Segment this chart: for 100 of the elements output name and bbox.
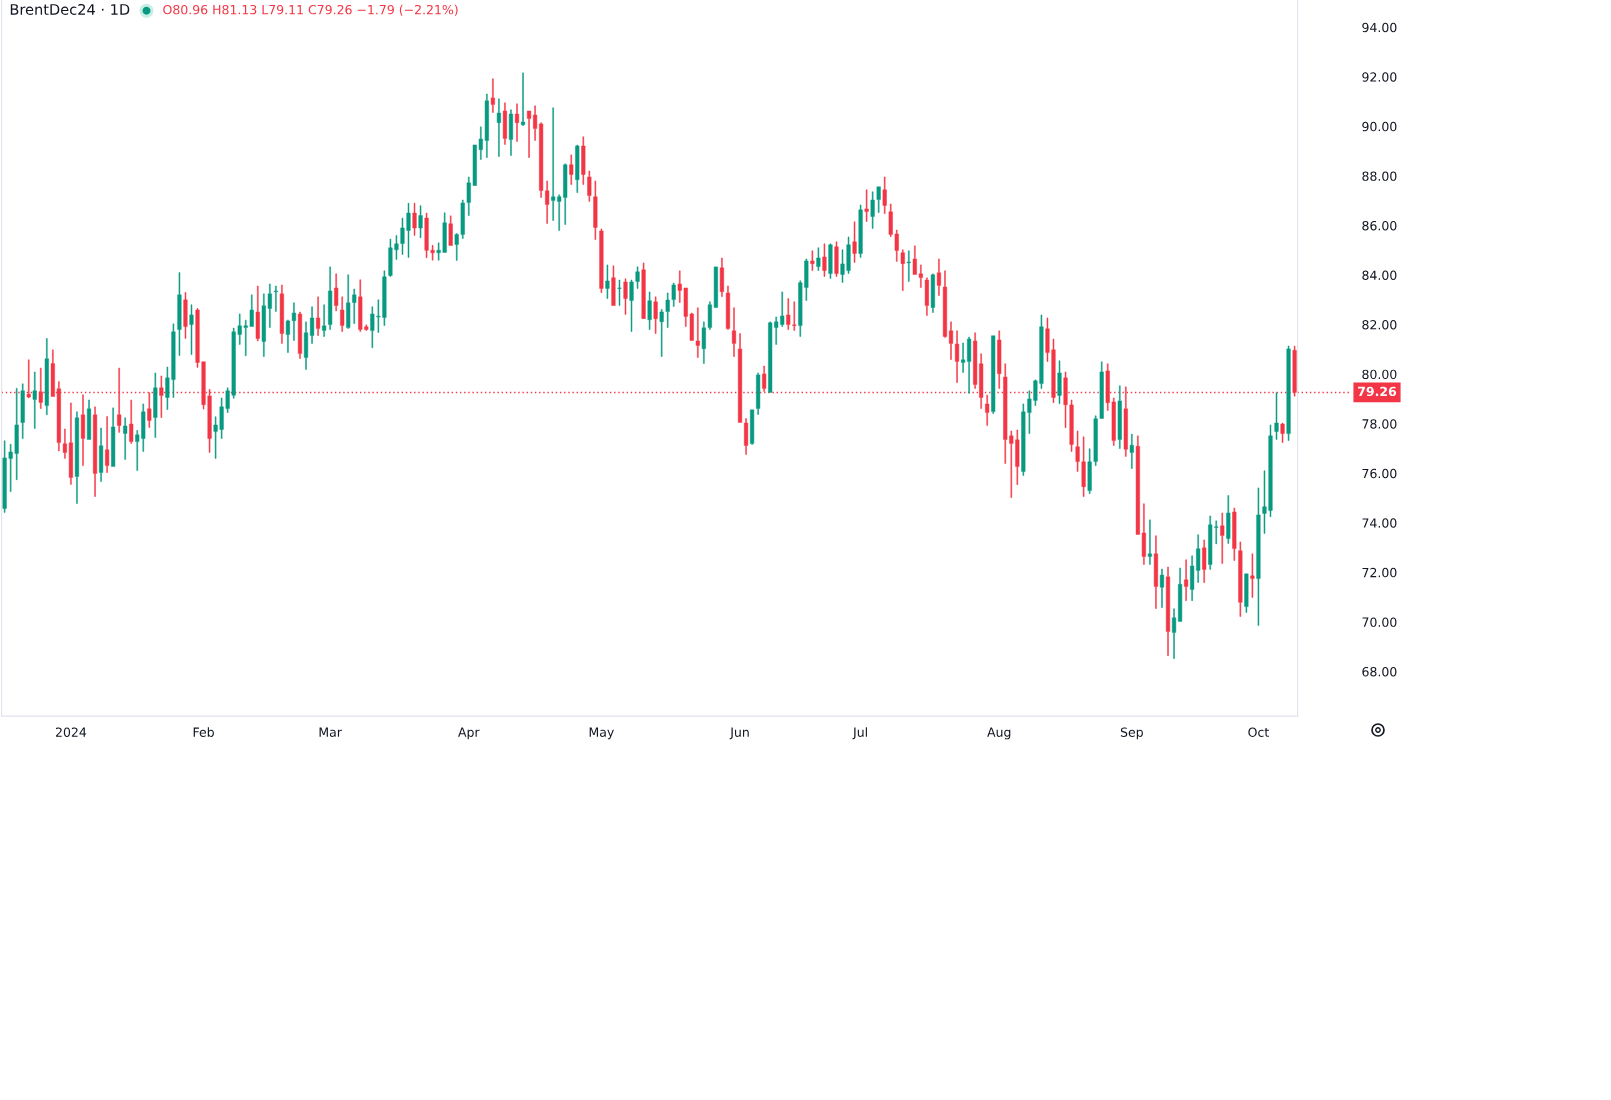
candlestick [864,189,869,222]
candlestick [86,399,92,440]
ref-line-label: 79.26 [1358,386,1397,397]
candlestick [822,243,827,277]
y-tick-label: 94.00 [1362,22,1397,33]
candlestick [316,296,321,336]
candlestick [111,407,116,467]
candlestick [605,264,610,299]
y-tick-label: 86.00 [1362,220,1397,231]
y-tick-label: 84.00 [1362,270,1397,280]
candlestick [129,399,134,444]
candlestick [1171,608,1177,659]
candlestick [297,311,303,359]
candlestick [80,394,86,466]
candlestick [1256,487,1261,626]
candlestick [340,296,345,332]
candlestick [744,418,749,455]
candlestick [1220,512,1225,564]
candlestick [412,202,417,236]
candlestick [44,338,49,416]
candlestick [587,170,592,202]
candlestick [303,321,309,370]
candlestick [285,319,290,353]
candlestick [1153,535,1159,609]
candlestick [502,102,507,145]
x-tick-label: Sep [1120,727,1143,740]
candlestick [279,284,284,344]
chart-subtitle: O80.96 H81.13 L79.11 C79.26 −1.79 (−2.21%) [163,4,458,16]
x-tick-label: May [589,727,614,740]
candlestick [32,371,37,429]
candlestick [1202,539,1207,583]
candlestick [322,304,327,337]
candlestick [448,215,453,246]
candlestick [719,257,724,297]
candlestick [514,103,520,142]
candlestick [1159,568,1165,608]
y-tick-label: 92.00 [1362,72,1397,82]
candlestick [900,249,905,291]
candlestick [508,109,514,156]
x-tick-label: Mar [319,727,342,737]
candlestick [1250,553,1255,598]
candlestick [92,406,98,497]
candlestick [20,383,25,439]
candlestick [1147,519,1152,565]
y-tick-label: 76.00 [1362,468,1397,479]
candlestick [99,427,104,482]
candlestick [1057,360,1062,404]
candlestick [496,98,501,157]
candlestick [641,262,646,319]
x-tick-label: Feb [193,727,214,737]
candlestick [581,136,586,185]
candlestick [334,273,339,312]
candlestick [1244,573,1249,613]
candlestick [189,304,194,355]
candlestick [756,372,761,415]
candlestick [1232,507,1237,561]
candlestick [520,72,526,126]
candlestick [647,291,652,330]
candlestick [593,180,598,240]
candlestick [997,330,1002,389]
x-tick-label: Jul [852,727,867,740]
candlestick [1280,422,1285,443]
candlestick [309,306,315,344]
candlestick [852,221,857,263]
candlestick [1165,566,1171,656]
candlestick [942,270,948,338]
y-tick-label: 88.00 [1362,171,1397,181]
candlestick [930,273,935,313]
candlestick [623,278,628,315]
candlestick [858,204,863,258]
y-tick-label: 70.00 [1362,617,1397,627]
y-tick-label: 72.00 [1362,567,1397,578]
candlestick [750,409,755,445]
candlestick [936,258,942,296]
candlestick [991,335,996,414]
chart-title: BrentDec24 · 1D [10,3,130,15]
candlestick [74,411,80,504]
candlestick [906,250,911,282]
y-tick-label: 78.00 [1362,419,1397,429]
candlestick [1274,392,1279,440]
x-tick-label: Jun [729,727,749,740]
candlestick [1178,567,1183,622]
candlestick [418,205,423,239]
candlestick [924,277,929,316]
x-tick-label: Apr [458,727,480,740]
candlestick [255,285,260,342]
x-tick-label: Oct [1248,727,1269,737]
candlestick [816,247,821,271]
candlestick [828,243,833,279]
candlestick [1184,559,1189,601]
candlestick [1129,433,1134,469]
candlestick [653,296,658,334]
candlestick [1286,345,1291,441]
candlestick [273,285,278,312]
candlestick [1238,541,1243,617]
candlestick [810,250,815,271]
y-tick-label: 90.00 [1362,121,1397,132]
candlestick [882,176,887,214]
candlestick [490,78,495,113]
candlestick [725,285,731,330]
